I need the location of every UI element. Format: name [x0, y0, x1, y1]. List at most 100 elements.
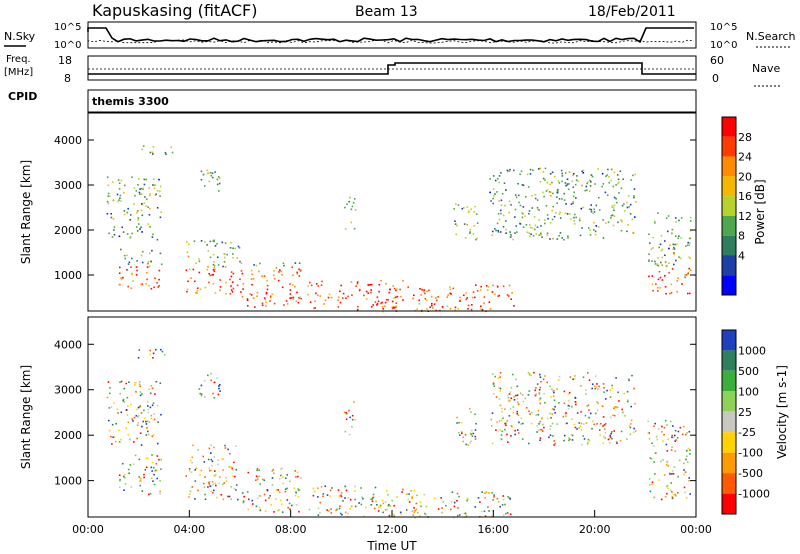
- data-point: [671, 496, 674, 498]
- data-point: [212, 392, 214, 395]
- data-point: [521, 438, 524, 440]
- data-point: [661, 430, 663, 433]
- data-point: [457, 507, 459, 509]
- data-point: [621, 204, 624, 207]
- data-point: [544, 219, 546, 221]
- data-point: [631, 218, 633, 221]
- data-point: [387, 504, 390, 507]
- data-point: [502, 226, 505, 228]
- data-point: [151, 387, 154, 390]
- data-point: [552, 395, 555, 397]
- data-point: [107, 381, 110, 383]
- data-point: [219, 286, 222, 288]
- data-point: [597, 168, 599, 170]
- data-point: [665, 419, 667, 422]
- data-point: [457, 514, 459, 517]
- data-point: [589, 179, 591, 182]
- data-point: [539, 402, 542, 405]
- data-point: [129, 236, 132, 238]
- data-point: [575, 216, 577, 219]
- data-point: [551, 181, 553, 184]
- data-point: [554, 412, 556, 414]
- data-point: [573, 220, 575, 222]
- data-point: [240, 270, 243, 272]
- data-point: [298, 297, 300, 299]
- data-point: [507, 441, 509, 443]
- data-point: [136, 230, 139, 232]
- data-point: [370, 306, 373, 308]
- data-point: [580, 422, 583, 425]
- data-point: [362, 497, 364, 500]
- data-point: [627, 224, 629, 226]
- data-point: [204, 498, 207, 500]
- data-point: [689, 449, 691, 452]
- data-point: [356, 282, 359, 285]
- data-point: [522, 212, 524, 215]
- data-point: [611, 214, 614, 217]
- data-point: [671, 473, 673, 475]
- data-point: [668, 247, 670, 250]
- data-point: [317, 487, 319, 489]
- data-point: [593, 208, 595, 211]
- data-point: [106, 176, 109, 178]
- data-point: [602, 416, 605, 418]
- data-point: [456, 416, 458, 419]
- data-point: [538, 389, 541, 391]
- data-point: [517, 432, 520, 434]
- data-point: [542, 171, 545, 173]
- data-point: [649, 242, 651, 244]
- data-point: [140, 412, 143, 414]
- data-point: [214, 470, 216, 472]
- data-point: [416, 308, 418, 310]
- data-point: [667, 230, 669, 233]
- data-point: [664, 495, 667, 498]
- data-point: [369, 498, 372, 500]
- data-point: [119, 392, 121, 395]
- data-point: [677, 492, 679, 494]
- data-point: [296, 272, 298, 275]
- data-point: [558, 402, 560, 404]
- data-point: [107, 195, 109, 197]
- data-point: [152, 146, 155, 148]
- data-point: [273, 274, 275, 277]
- data-point: [235, 468, 238, 471]
- data-point: [582, 376, 585, 378]
- data-point: [629, 213, 632, 215]
- data-point: [608, 181, 610, 184]
- data-point: [213, 266, 215, 269]
- data-point: [632, 174, 634, 177]
- data-point: [224, 253, 226, 255]
- data-point: [563, 192, 565, 195]
- data-point: [322, 495, 324, 498]
- data-point: [388, 514, 391, 517]
- data-point: [505, 424, 507, 427]
- data-point: [291, 266, 294, 268]
- data-point: [565, 203, 567, 205]
- data-point: [418, 515, 421, 518]
- data-point: [688, 477, 690, 479]
- data-point: [216, 183, 219, 186]
- data-point: [463, 294, 465, 297]
- data-point: [474, 429, 477, 431]
- data-point: [595, 204, 598, 207]
- data-point: [289, 289, 292, 291]
- data-point: [204, 476, 206, 478]
- data-point: [214, 482, 217, 485]
- data-point: [507, 400, 510, 403]
- data-point: [610, 214, 613, 217]
- data-point: [138, 381, 141, 383]
- y-tick-label: 2000: [54, 224, 82, 237]
- data-point: [119, 381, 121, 384]
- data-point: [453, 208, 455, 210]
- data-point: [385, 489, 388, 492]
- data-point: [320, 486, 323, 488]
- data-point: [164, 151, 167, 154]
- data-point: [586, 405, 588, 407]
- data-point: [534, 224, 537, 227]
- data-point: [384, 501, 387, 503]
- data-point: [516, 385, 519, 388]
- data-point: [505, 228, 507, 231]
- data-point: [475, 238, 477, 241]
- data-point: [465, 292, 467, 294]
- data-point: [286, 474, 288, 476]
